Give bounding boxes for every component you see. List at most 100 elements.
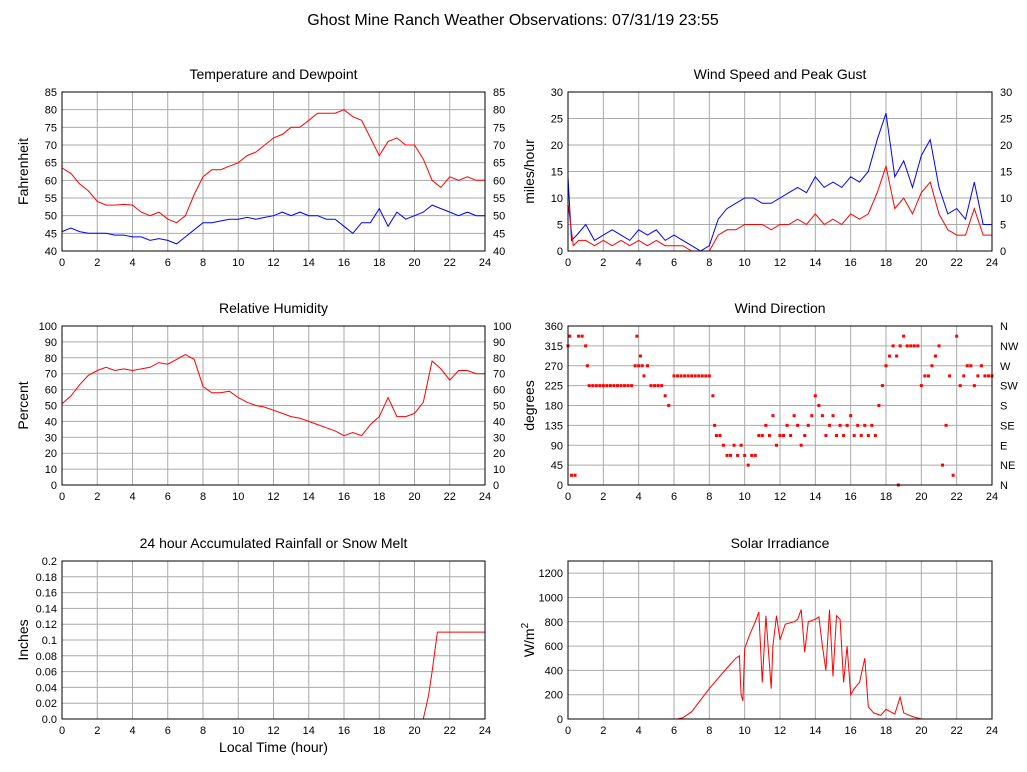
y-right-tick-label: 5: [1000, 220, 1006, 232]
y-tick-label: 0.2: [42, 556, 57, 568]
chart-title: Temperature and Dewpoint: [189, 66, 357, 82]
data-point: [646, 364, 649, 368]
chart-title: Wind Direction: [734, 300, 825, 316]
y-tick-label: 0.18: [36, 572, 57, 584]
x-tick-label: 24: [986, 725, 998, 737]
data-point: [615, 384, 619, 388]
data-point: [660, 384, 664, 388]
y-right-tick-label: 60: [493, 175, 505, 187]
x-tick-label: 14: [303, 491, 315, 503]
x-tick-label: 16: [845, 257, 857, 269]
data-point: [676, 374, 680, 378]
y-tick-label: 1200: [539, 568, 563, 580]
data-point: [591, 384, 595, 388]
y-right-tick-label: 40: [493, 416, 505, 428]
y-tick-label: 0.08: [36, 651, 57, 663]
data-point: [888, 354, 892, 358]
x-tick-label: 20: [408, 491, 420, 503]
compass-tick-label: SW: [1000, 381, 1018, 393]
x-tick-label: 10: [232, 491, 244, 503]
y-right-tick-label: 80: [493, 353, 505, 365]
data-point: [806, 423, 810, 427]
data-point: [573, 473, 577, 477]
data-point: [693, 374, 697, 378]
y-right-tick-label: 30: [1000, 87, 1012, 99]
data-point: [656, 384, 660, 388]
data-point: [637, 364, 641, 368]
x-tick-label: 12: [774, 491, 786, 503]
data-point: [774, 443, 778, 447]
x-tick-label: 8: [200, 257, 206, 269]
x-tick-label: 0: [59, 257, 65, 269]
x-tick-label: 10: [232, 257, 244, 269]
y-tick-label: 70: [45, 369, 57, 381]
data-point: [764, 423, 768, 427]
data-point: [884, 364, 888, 368]
data-point: [649, 384, 653, 388]
data-point: [937, 344, 941, 348]
y-tick-label: 10: [551, 193, 563, 205]
data-point: [729, 453, 733, 457]
data-point: [580, 334, 584, 338]
series-line-1: [567, 164, 992, 252]
data-point: [778, 434, 782, 438]
x-tick-label: 18: [880, 491, 892, 503]
y-right-tick-label: 80: [493, 105, 505, 117]
y-tick-label: 800: [545, 617, 563, 629]
y-right-tick-label: 10: [1000, 193, 1012, 205]
y-tick-label: 0.06: [36, 667, 57, 679]
data-point: [803, 434, 807, 438]
data-point: [969, 364, 973, 368]
x-tick-label: 20: [408, 725, 420, 737]
data-point: [612, 384, 616, 388]
x-tick-label: 2: [94, 257, 100, 269]
x-tick-label: 8: [706, 491, 712, 503]
x-tick-label: 8: [706, 257, 712, 269]
x-tick-label: 4: [636, 725, 642, 737]
x-tick-label: 2: [600, 257, 606, 269]
x-tick-label: 18: [373, 257, 385, 269]
data-point: [916, 344, 920, 348]
y-tick-label: 15: [551, 167, 563, 179]
y-tick-label: 225: [545, 381, 563, 393]
x-tick-label: 6: [165, 725, 171, 737]
data-point: [732, 443, 736, 447]
x-tick-label: 10: [739, 491, 751, 503]
x-tick-label: 18: [880, 725, 892, 737]
data-point: [725, 453, 729, 457]
data-point: [753, 453, 757, 457]
page-title: Ghost Mine Ranch Weather Observations: 0…: [307, 12, 719, 29]
data-point: [626, 384, 630, 388]
data-point: [898, 344, 902, 348]
x-tick-label: 0: [565, 257, 571, 269]
y-right-tick-label: 0: [1000, 246, 1006, 258]
data-point: [633, 364, 637, 368]
y-tick-label: 5: [557, 220, 563, 232]
y-tick-label: 50: [45, 211, 57, 223]
data-point: [584, 344, 588, 348]
y-tick-label: 40: [45, 416, 57, 428]
y-tick-label: 90: [551, 440, 563, 452]
data-point: [619, 384, 623, 388]
x-tick-label: 10: [739, 725, 751, 737]
y-axis-label: Fahrenheit: [15, 138, 31, 205]
data-point: [789, 434, 793, 438]
y-right-tick-label: 70: [493, 369, 505, 381]
data-point: [810, 414, 814, 418]
chart-title: 24 hour Accumulated Rainfall or Snow Mel…: [140, 535, 408, 551]
data-point: [690, 374, 694, 378]
y-tick-label: 180: [545, 401, 563, 413]
data-point: [983, 374, 987, 378]
y-tick-label: 0.12: [36, 619, 57, 631]
x-tick-label: 10: [739, 257, 751, 269]
x-tick-label: 6: [671, 257, 677, 269]
y-right-tick-label: 65: [493, 158, 505, 170]
data-point: [895, 354, 899, 358]
data-point: [891, 344, 895, 348]
data-point: [642, 374, 646, 378]
x-tick-label: 20: [915, 491, 927, 503]
y-tick-label: 270: [545, 361, 563, 373]
x-tick-label: 18: [880, 257, 892, 269]
data-point: [568, 334, 572, 338]
data-point: [760, 434, 764, 438]
